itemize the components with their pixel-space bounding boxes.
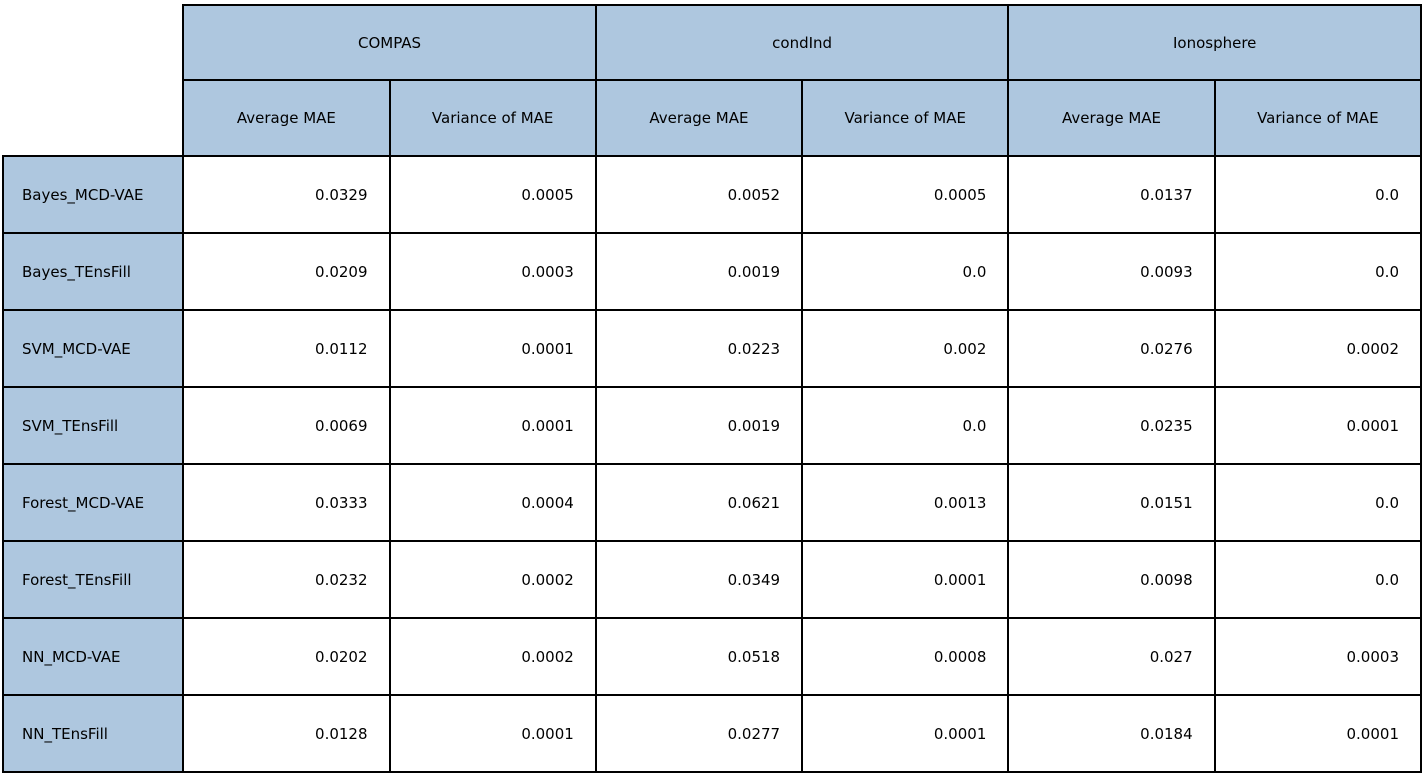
column-header-compas-variance-mae: Variance of MAE bbox=[388, 79, 597, 157]
cell-value: 0.0 bbox=[801, 232, 1010, 311]
cell-value: 0.0052 bbox=[594, 155, 804, 234]
cell-value: 0.0093 bbox=[1007, 232, 1216, 311]
corner-cell bbox=[3, 5, 184, 80]
table-row: Forest_MCD-VAE 0.0333 0.0004 0.0621 0.00… bbox=[1, 463, 1423, 542]
cell-value: 0.0276 bbox=[1007, 309, 1216, 388]
cell-value: 0.0 bbox=[1213, 155, 1423, 234]
cell-value: 0.0001 bbox=[388, 386, 597, 465]
cell-value: 0.0518 bbox=[594, 617, 804, 696]
column-header-ionosphere-variance-mae: Variance of MAE bbox=[1213, 79, 1423, 157]
column-group-compas: COMPAS bbox=[182, 4, 597, 81]
cell-value: 0.0001 bbox=[1213, 386, 1423, 465]
cell-value: 0.0 bbox=[1213, 540, 1423, 619]
cell-value: 0.0001 bbox=[388, 694, 597, 773]
row-header-bayes-mcd-vae: Bayes_MCD-VAE bbox=[1, 155, 185, 234]
cell-value: 0.0001 bbox=[801, 540, 1010, 619]
cell-value: 0.0 bbox=[1213, 463, 1423, 542]
cell-value: 0.0002 bbox=[1213, 309, 1423, 388]
table-row: SVM_TEnsFill 0.0069 0.0001 0.0019 0.0 0.… bbox=[1, 386, 1423, 465]
row-header-bayes-tensfill: Bayes_TEnsFill bbox=[1, 232, 185, 311]
cell-value: 0.002 bbox=[801, 309, 1010, 388]
row-header-nn-tensfill: NN_TEnsFill bbox=[1, 694, 185, 773]
table-row: NN_MCD-VAE 0.0202 0.0002 0.0518 0.0008 0… bbox=[1, 617, 1423, 696]
cell-value: 0.0 bbox=[1213, 232, 1423, 311]
cell-value: 0.0019 bbox=[594, 232, 804, 311]
table-row: SVM_MCD-VAE 0.0112 0.0001 0.0223 0.002 0… bbox=[1, 309, 1423, 388]
mae-results-table: COMPAS condInd Ionosphere Average MAE Va… bbox=[1, 4, 1423, 773]
cell-value: 0.0333 bbox=[182, 463, 391, 542]
cell-value: 0.0008 bbox=[801, 617, 1010, 696]
cell-value: 0.0137 bbox=[1007, 155, 1216, 234]
cell-value: 0.0202 bbox=[182, 617, 391, 696]
cell-value: 0.0069 bbox=[182, 386, 391, 465]
cell-value: 0.0 bbox=[801, 386, 1010, 465]
cell-value: 0.0184 bbox=[1007, 694, 1216, 773]
cell-value: 0.027 bbox=[1007, 617, 1216, 696]
column-header-compas-average-mae: Average MAE bbox=[182, 79, 391, 157]
row-header-forest-mcd-vae: Forest_MCD-VAE bbox=[1, 463, 185, 542]
cell-value: 0.0151 bbox=[1007, 463, 1216, 542]
row-header-forest-tensfill: Forest_TEnsFill bbox=[1, 540, 185, 619]
column-header-ionosphere-average-mae: Average MAE bbox=[1007, 79, 1216, 157]
cell-value: 0.0621 bbox=[594, 463, 804, 542]
corner-cell bbox=[3, 80, 184, 156]
table-row: Bayes_TEnsFill 0.0209 0.0003 0.0019 0.0 … bbox=[1, 232, 1423, 311]
cell-value: 0.0098 bbox=[1007, 540, 1216, 619]
row-header-svm-mcd-vae: SVM_MCD-VAE bbox=[1, 309, 185, 388]
cell-value: 0.0002 bbox=[388, 617, 597, 696]
cell-value: 0.0013 bbox=[801, 463, 1010, 542]
group-header-row: COMPAS condInd Ionosphere bbox=[3, 4, 1422, 81]
table-row: Bayes_MCD-VAE 0.0329 0.0005 0.0052 0.000… bbox=[1, 155, 1423, 234]
column-header-condind-variance-mae: Variance of MAE bbox=[801, 79, 1010, 157]
cell-value: 0.0329 bbox=[182, 155, 391, 234]
cell-value: 0.0232 bbox=[182, 540, 391, 619]
cell-value: 0.0004 bbox=[388, 463, 597, 542]
cell-value: 0.0349 bbox=[594, 540, 804, 619]
cell-value: 0.0223 bbox=[594, 309, 804, 388]
cell-value: 0.0277 bbox=[594, 694, 804, 773]
cell-value: 0.0005 bbox=[388, 155, 597, 234]
cell-value: 0.0003 bbox=[1213, 617, 1423, 696]
cell-value: 0.0002 bbox=[388, 540, 597, 619]
column-group-condind: condInd bbox=[594, 4, 1010, 81]
row-header-svm-tensfill: SVM_TEnsFill bbox=[1, 386, 185, 465]
row-header-nn-mcd-vae: NN_MCD-VAE bbox=[1, 617, 185, 696]
column-group-ionosphere: Ionosphere bbox=[1007, 4, 1422, 81]
cell-value: 0.0112 bbox=[182, 309, 391, 388]
cell-value: 0.0209 bbox=[182, 232, 391, 311]
cell-value: 0.0003 bbox=[388, 232, 597, 311]
table-row: Forest_TEnsFill 0.0232 0.0002 0.0349 0.0… bbox=[1, 540, 1423, 619]
cell-value: 0.0001 bbox=[801, 694, 1010, 773]
cell-value: 0.0005 bbox=[801, 155, 1010, 234]
cell-value: 0.0128 bbox=[182, 694, 391, 773]
cell-value: 0.0019 bbox=[594, 386, 804, 465]
cell-value: 0.0001 bbox=[388, 309, 597, 388]
sub-header-row: Average MAE Variance of MAE Average MAE … bbox=[3, 79, 1423, 157]
cell-value: 0.0001 bbox=[1213, 694, 1423, 773]
cell-value: 0.0235 bbox=[1007, 386, 1216, 465]
column-header-condind-average-mae: Average MAE bbox=[594, 79, 804, 157]
table-row: NN_TEnsFill 0.0128 0.0001 0.0277 0.0001 … bbox=[1, 694, 1423, 773]
